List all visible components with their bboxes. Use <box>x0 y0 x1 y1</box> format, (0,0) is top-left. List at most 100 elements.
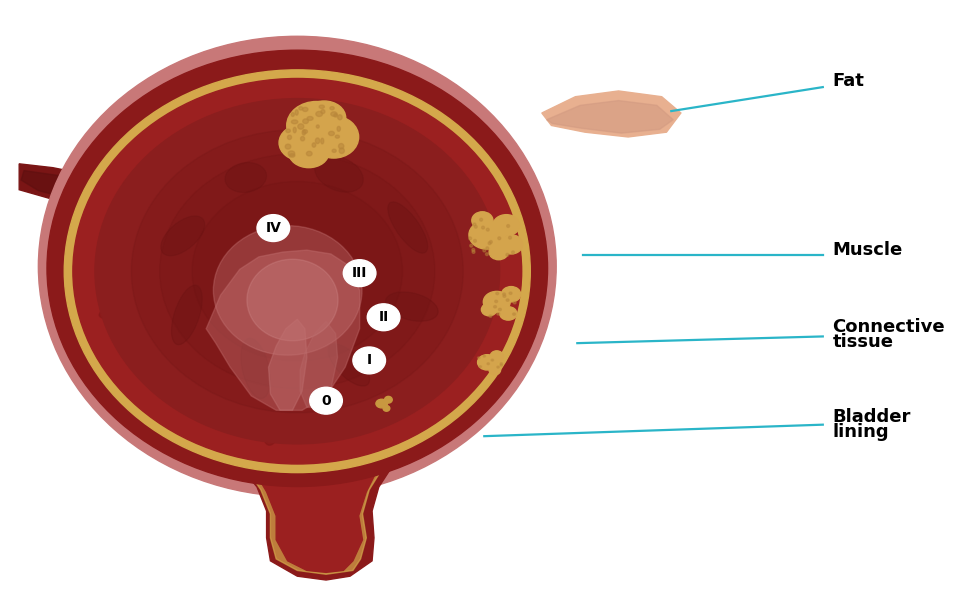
Ellipse shape <box>409 128 435 157</box>
Ellipse shape <box>499 235 522 254</box>
Ellipse shape <box>497 313 500 315</box>
Ellipse shape <box>509 292 512 295</box>
Ellipse shape <box>47 50 547 487</box>
Ellipse shape <box>303 130 307 133</box>
Polygon shape <box>206 250 360 410</box>
Ellipse shape <box>319 105 324 109</box>
Ellipse shape <box>483 355 486 357</box>
Polygon shape <box>541 91 681 137</box>
Text: IV: IV <box>265 221 281 235</box>
Ellipse shape <box>512 251 515 254</box>
Ellipse shape <box>344 260 376 287</box>
Ellipse shape <box>225 163 267 193</box>
Ellipse shape <box>473 212 495 229</box>
Polygon shape <box>19 164 132 215</box>
Ellipse shape <box>172 285 203 344</box>
Ellipse shape <box>286 129 290 133</box>
Ellipse shape <box>492 359 493 361</box>
Ellipse shape <box>289 154 295 157</box>
Ellipse shape <box>474 226 477 228</box>
Ellipse shape <box>285 144 291 149</box>
Ellipse shape <box>315 95 330 130</box>
Ellipse shape <box>99 306 123 319</box>
Ellipse shape <box>332 149 336 152</box>
Ellipse shape <box>147 353 166 371</box>
Ellipse shape <box>123 181 144 197</box>
Ellipse shape <box>118 164 147 188</box>
Ellipse shape <box>333 406 349 427</box>
Ellipse shape <box>494 300 497 302</box>
Ellipse shape <box>330 107 334 110</box>
Ellipse shape <box>241 338 270 398</box>
Ellipse shape <box>503 293 506 295</box>
Ellipse shape <box>506 253 509 256</box>
Ellipse shape <box>328 344 370 386</box>
Ellipse shape <box>396 383 415 404</box>
Ellipse shape <box>471 212 492 229</box>
Ellipse shape <box>501 287 520 302</box>
Ellipse shape <box>503 295 506 298</box>
Ellipse shape <box>121 347 150 371</box>
Ellipse shape <box>477 355 496 370</box>
Ellipse shape <box>300 136 304 141</box>
Ellipse shape <box>291 120 298 124</box>
Ellipse shape <box>160 382 184 406</box>
Ellipse shape <box>306 151 312 156</box>
Ellipse shape <box>302 119 308 124</box>
Ellipse shape <box>73 79 521 464</box>
Polygon shape <box>248 470 382 574</box>
Ellipse shape <box>493 305 496 308</box>
Ellipse shape <box>487 259 508 278</box>
Ellipse shape <box>495 292 498 295</box>
Text: Muscle: Muscle <box>832 241 902 259</box>
Ellipse shape <box>468 220 505 249</box>
Ellipse shape <box>490 351 503 362</box>
Ellipse shape <box>317 421 333 454</box>
Ellipse shape <box>385 397 393 403</box>
Ellipse shape <box>161 216 204 256</box>
Ellipse shape <box>295 110 299 115</box>
Ellipse shape <box>315 156 363 192</box>
Ellipse shape <box>334 113 337 117</box>
Ellipse shape <box>487 363 490 365</box>
Ellipse shape <box>472 248 474 251</box>
Ellipse shape <box>321 138 324 144</box>
Ellipse shape <box>379 128 396 151</box>
Ellipse shape <box>386 292 438 321</box>
Ellipse shape <box>514 301 516 304</box>
Ellipse shape <box>481 304 496 316</box>
Text: tissue: tissue <box>832 333 894 351</box>
Ellipse shape <box>489 244 508 260</box>
Ellipse shape <box>38 36 556 497</box>
Ellipse shape <box>498 308 501 311</box>
Ellipse shape <box>257 215 290 242</box>
Ellipse shape <box>298 124 303 129</box>
Ellipse shape <box>437 344 467 366</box>
Text: lining: lining <box>832 424 889 442</box>
Ellipse shape <box>159 154 435 389</box>
Ellipse shape <box>309 116 359 158</box>
Text: III: III <box>352 266 368 280</box>
Ellipse shape <box>466 285 494 302</box>
Ellipse shape <box>262 95 279 119</box>
Text: Connective: Connective <box>832 318 945 336</box>
Ellipse shape <box>483 292 510 313</box>
Ellipse shape <box>472 251 475 253</box>
Ellipse shape <box>500 363 502 365</box>
Ellipse shape <box>482 226 485 229</box>
Ellipse shape <box>335 135 340 138</box>
Ellipse shape <box>445 164 478 189</box>
Ellipse shape <box>498 237 501 240</box>
Ellipse shape <box>452 346 468 361</box>
Ellipse shape <box>321 110 324 113</box>
Ellipse shape <box>89 307 119 329</box>
Ellipse shape <box>492 215 519 236</box>
Text: II: II <box>378 310 389 324</box>
Polygon shape <box>269 319 307 410</box>
Polygon shape <box>546 101 673 133</box>
Ellipse shape <box>466 224 485 239</box>
Ellipse shape <box>299 107 302 110</box>
Ellipse shape <box>213 226 362 355</box>
Ellipse shape <box>316 138 320 143</box>
Text: 0: 0 <box>322 394 331 407</box>
